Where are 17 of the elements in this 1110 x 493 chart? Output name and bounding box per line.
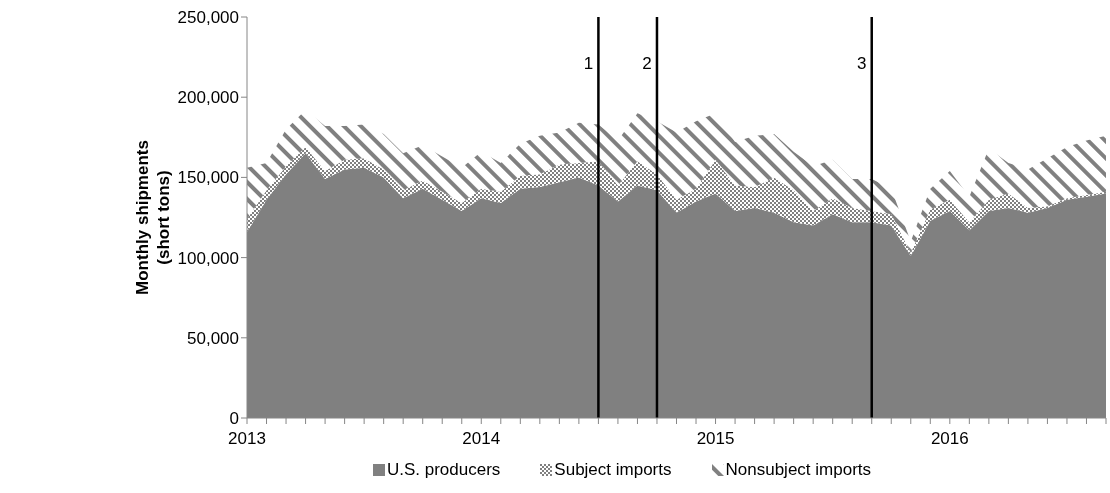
ref-line-label: 1 [583, 54, 594, 74]
x-tick-label: 2015 [696, 429, 735, 449]
y-tick-label: 200,000 [177, 88, 239, 108]
y-tick-label: 100,000 [177, 248, 239, 268]
y-tick-label: 150,000 [177, 168, 239, 188]
x-tick-label: 2013 [228, 429, 266, 449]
y-tick-label: 50,000 [187, 328, 239, 348]
legend-label: Subject imports [554, 460, 672, 480]
y-tick-label: 0 [229, 409, 239, 429]
y-tick-label: 250,000 [177, 8, 239, 28]
x-tick-label: 2014 [462, 429, 501, 449]
x-tick-label: 2016 [930, 429, 969, 449]
ref-line-label: 3 [856, 54, 867, 74]
ref-line-label: 2 [642, 54, 652, 74]
y-axis-title: Monthly shipments (short tons) [133, 140, 173, 295]
legend-label: U.S. producers [386, 460, 501, 480]
legend-label: Nonsubject imports [725, 460, 872, 480]
